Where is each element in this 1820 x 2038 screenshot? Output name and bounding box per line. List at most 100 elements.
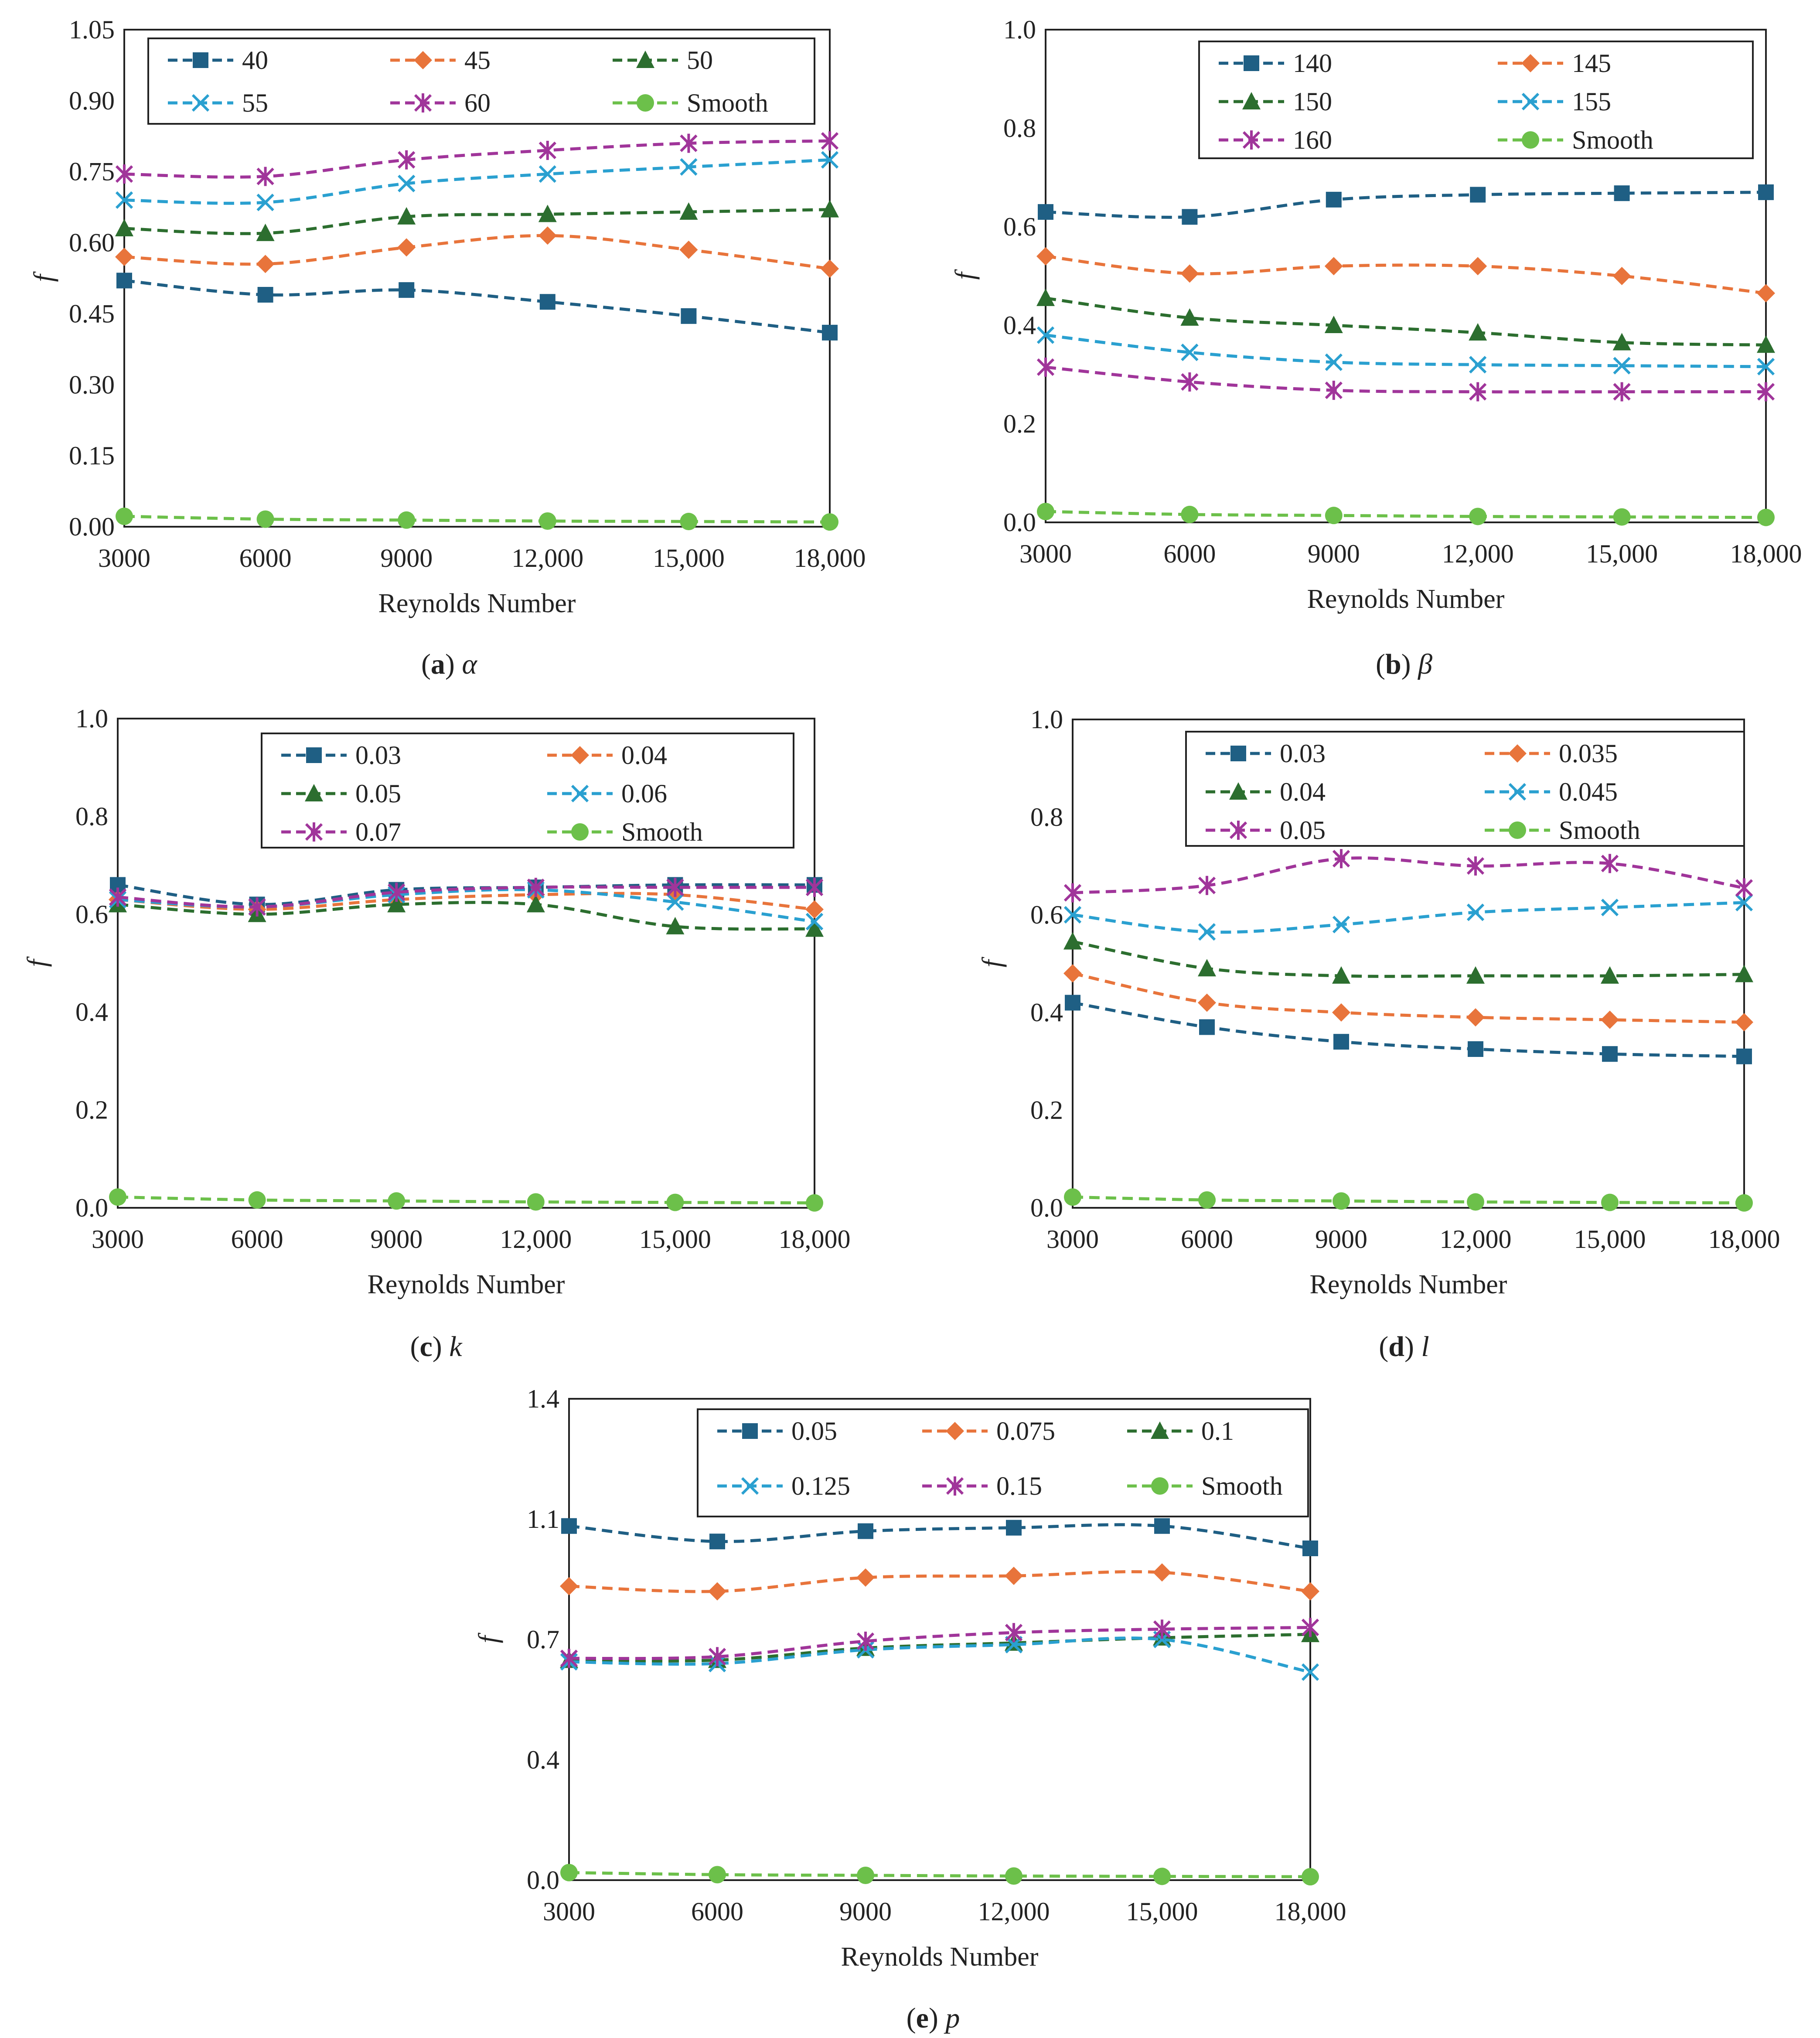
series-0-05 [1063, 849, 1753, 903]
y-tick-label: 0.8 [1030, 803, 1063, 832]
chart-panel-d: 0.0 0.2 0.4 0.6 0.8 1.0 3000 6000 9000 12,000 15,0… [977, 705, 1780, 1363]
data-point [1036, 288, 1055, 306]
data-point [1333, 1192, 1350, 1210]
data-point [821, 131, 839, 151]
series-line [124, 279, 830, 334]
data-point [821, 151, 839, 169]
data-point [666, 917, 685, 934]
series-160 [1036, 358, 1775, 402]
legend-marker [1151, 1477, 1169, 1495]
series-0-075 [560, 1563, 1319, 1601]
legend-entry: Smooth [547, 818, 703, 846]
series-0-15 [560, 1618, 1319, 1668]
data-point [1466, 966, 1485, 984]
data-point [539, 140, 556, 160]
legend-marker [1244, 55, 1259, 71]
data-point [1467, 1193, 1484, 1211]
data-point [256, 223, 275, 241]
data-point [248, 897, 266, 917]
data-point [681, 308, 697, 324]
y-tick-label: 0.0 [1003, 508, 1036, 537]
x-tick-label: 3000 [92, 1225, 144, 1254]
legend-entry: 0.04 [547, 741, 667, 770]
data-point [1614, 185, 1630, 201]
y-tick-label: 0.75 [69, 157, 115, 186]
data-point [1301, 1582, 1319, 1601]
data-point [538, 204, 557, 222]
plot-frame [117, 718, 815, 1209]
x-tick-label: 9000 [1315, 1225, 1367, 1254]
legend-marker [305, 784, 323, 801]
data-point [526, 895, 545, 913]
data-point [256, 194, 274, 211]
legend-entry: Smooth [1485, 816, 1640, 845]
series-smooth [1064, 1188, 1753, 1212]
data-point [821, 513, 838, 531]
legend-label: 60 [464, 89, 491, 117]
legend-entry: 55 [168, 89, 268, 117]
x-tick-label: 12,000 [500, 1225, 572, 1254]
x-tick-label: 18,000 [1730, 539, 1802, 568]
data-point [858, 1523, 873, 1539]
x-tick-label: 15,000 [653, 544, 725, 573]
legend-entry: 0.04 [1206, 777, 1326, 806]
series-0-07 [109, 878, 824, 917]
data-point [109, 1188, 126, 1206]
data-point [388, 1192, 406, 1210]
data-point [1735, 878, 1753, 898]
series-smooth [560, 1864, 1319, 1886]
series-line [569, 1871, 1311, 1878]
panel-caption: (e) p [907, 2002, 960, 2034]
series-0-035 [1063, 964, 1753, 1032]
legend-entry: 0.05 [281, 779, 401, 808]
x-tick-label: 12,000 [978, 1897, 1050, 1926]
data-point [256, 255, 275, 273]
legend: 40 45 50 55 60 Smooth [147, 37, 815, 125]
data-point [257, 287, 273, 303]
data-point [708, 1647, 726, 1667]
data-point [560, 1649, 578, 1668]
data-point [560, 1864, 578, 1881]
y-tick-label: 0.4 [1030, 998, 1063, 1027]
data-point [1332, 1003, 1350, 1022]
data-point [539, 165, 556, 183]
data-point [1466, 856, 1485, 876]
data-point [1757, 284, 1775, 303]
data-point [1153, 1563, 1171, 1582]
legend-entry: 0.1 [1127, 1417, 1234, 1445]
series-0-045 [1063, 893, 1753, 941]
y-tick-label: 0.45 [69, 299, 115, 328]
series-line [1045, 365, 1766, 394]
legend-label: 0.05 [355, 779, 401, 808]
series-0-05 [561, 1518, 1318, 1557]
y-axis-title: f [950, 269, 980, 280]
series-line [117, 901, 815, 931]
data-point [805, 919, 824, 937]
data-point [1332, 966, 1350, 984]
data-point [679, 240, 698, 259]
data-point [1601, 966, 1619, 984]
legend-label: 0.03 [355, 741, 401, 770]
legend-marker [1151, 1421, 1169, 1439]
x-tick-label: 18,000 [779, 1225, 851, 1254]
legend-marker [742, 1423, 758, 1439]
data-point [709, 1534, 725, 1550]
data-point [1181, 344, 1199, 361]
data-point [857, 1866, 874, 1884]
y-tick-label: 1.0 [1030, 705, 1063, 734]
data-point [1758, 184, 1774, 200]
legend-marker [193, 52, 208, 68]
legend-marker [741, 1477, 759, 1495]
series-line [117, 885, 815, 909]
data-point [539, 512, 556, 530]
legend-entry: 0.035 [1485, 739, 1618, 768]
data-point [1180, 264, 1199, 283]
data-point [1612, 267, 1631, 285]
legend-marker [1509, 821, 1526, 839]
series-line [124, 208, 830, 235]
data-point [1602, 1046, 1618, 1062]
x-axis-title: Reynolds Number [1307, 584, 1505, 614]
legend-marker [571, 746, 589, 764]
series-0-03 [1065, 995, 1752, 1064]
data-point [387, 895, 406, 913]
